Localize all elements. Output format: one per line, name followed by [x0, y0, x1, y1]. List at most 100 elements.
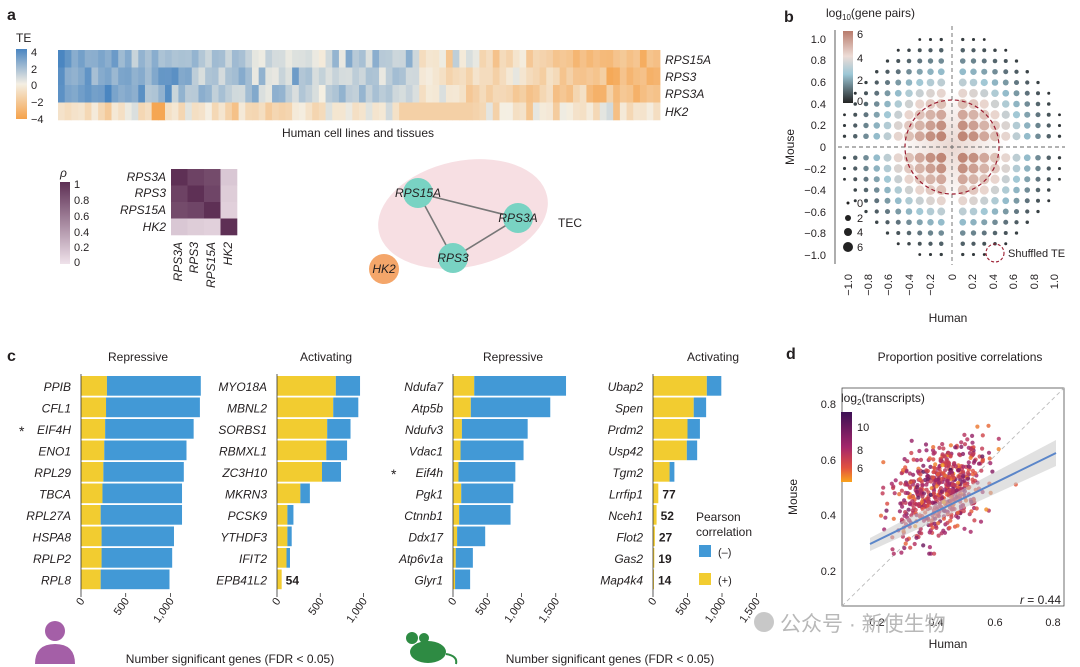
- scatter-point: [932, 521, 937, 526]
- heatmap-cell: [78, 102, 86, 121]
- scatter-point: [908, 495, 913, 500]
- bar-tick-label: 1,000: [151, 596, 177, 625]
- heatmap-cell: [613, 85, 621, 103]
- heatmap-cell: [104, 102, 112, 121]
- scatter-point: [918, 472, 923, 477]
- legend-pos-label: (+): [718, 575, 732, 587]
- heatmap-cell: [452, 50, 460, 68]
- panel-b-plot: [838, 26, 1065, 265]
- b-dot: [991, 196, 999, 205]
- heatmap-cell: [64, 102, 72, 121]
- b-dot: [883, 164, 892, 173]
- heatmap-cell: [479, 67, 487, 86]
- scatter-point: [916, 495, 921, 500]
- b-dot: [1013, 197, 1020, 204]
- b-dot: [842, 134, 847, 138]
- heatmap-cell: [492, 67, 500, 86]
- heatmap-cell: [64, 85, 72, 103]
- b-size-tick: 4: [857, 227, 863, 239]
- heatmap-cell: [613, 50, 621, 68]
- b-dot: [1046, 155, 1051, 160]
- corr-cell: [220, 169, 238, 186]
- heatmap-cell: [251, 102, 260, 121]
- scatter-point: [915, 469, 921, 474]
- b-dot: [925, 131, 936, 142]
- b-dot: [979, 185, 989, 195]
- heatmap-cell: [245, 85, 253, 103]
- heatmap-cell: [338, 67, 347, 86]
- heatmap-cell: [512, 85, 520, 103]
- b-dot: [873, 187, 880, 193]
- scatter-point: [937, 445, 942, 450]
- bar-positive: [453, 526, 458, 547]
- scatter-point: [914, 535, 919, 540]
- network-edge: [417, 192, 519, 219]
- scatter-point: [931, 457, 936, 462]
- scatter-point: [946, 474, 951, 480]
- scatter-point: [881, 460, 886, 465]
- heatmap-cell: [138, 102, 146, 121]
- b-dot: [936, 120, 947, 131]
- bar-positive: [453, 419, 462, 439]
- scatter-point: [960, 451, 966, 457]
- heatmap-cell: [405, 67, 413, 86]
- b-dot: [1035, 198, 1041, 203]
- bar-category-label: HSPA8: [33, 531, 72, 545]
- b-dot: [895, 219, 901, 225]
- bar-category-label: MYO18A: [218, 380, 267, 394]
- b-dot: [863, 112, 869, 118]
- heatmap-cell: [519, 50, 527, 68]
- b-y-tick: −0.2: [804, 164, 826, 176]
- scatter-point: [905, 459, 910, 464]
- bar-tick-label: 1,500: [537, 596, 563, 625]
- b-dot: [917, 230, 923, 236]
- scatter-point: [927, 545, 933, 550]
- b-y-tick: 0.2: [811, 120, 826, 132]
- heatmap-cell: [579, 102, 587, 121]
- b-x-tick: −1.0: [843, 274, 855, 296]
- network-node-rps15a: [403, 178, 433, 208]
- b-dot: [1046, 188, 1051, 192]
- heatmap-cell: [559, 67, 567, 86]
- heatmap-cell: [499, 67, 507, 86]
- bar-negative: [460, 440, 524, 461]
- scatter-point: [924, 487, 929, 492]
- scatter-point: [962, 442, 968, 447]
- scatter-point: [952, 461, 957, 466]
- heatmap-cell: [466, 102, 474, 121]
- correlation-legend: Pearson correlation (–) (+): [696, 510, 752, 587]
- heatmap-cell: [151, 67, 159, 86]
- heatmap-cell: [379, 67, 387, 86]
- heatmap-cell: [124, 67, 132, 86]
- bar-category-label: RPL8: [41, 574, 71, 588]
- heatmap-cell: [285, 102, 293, 121]
- heatmap-cell: [606, 85, 614, 103]
- b-x-tick: 0: [947, 274, 959, 280]
- heatmap-cell: [439, 50, 447, 68]
- node-label: RPS3A: [498, 211, 537, 225]
- heatmap-cell: [359, 67, 367, 86]
- d-color-tick: 10: [857, 422, 869, 434]
- b-dot: [904, 174, 914, 184]
- heatmap-cell: [218, 67, 226, 86]
- b-dot: [853, 166, 858, 171]
- heatmap-cell: [546, 102, 554, 121]
- b-dot: [937, 218, 945, 226]
- b-dot: [873, 111, 880, 118]
- b-dot: [979, 120, 990, 131]
- watermark-icon: [754, 612, 774, 632]
- scatter-point: [940, 442, 945, 447]
- heatmap-cell: [653, 50, 661, 68]
- scatter-point: [925, 476, 931, 481]
- b-dot: [914, 174, 925, 185]
- heatmap-cell: [459, 50, 467, 68]
- scatter-point: [948, 454, 953, 459]
- bar-category-label: Eif4h: [416, 466, 444, 480]
- b-dot: [904, 110, 914, 120]
- b-dot: [1035, 165, 1041, 172]
- heatmap-cell: [265, 85, 273, 103]
- b-dot: [853, 199, 857, 203]
- b-x-tick: −0.6: [883, 274, 895, 296]
- scatter-point: [902, 498, 907, 503]
- b-dot: [1014, 69, 1019, 74]
